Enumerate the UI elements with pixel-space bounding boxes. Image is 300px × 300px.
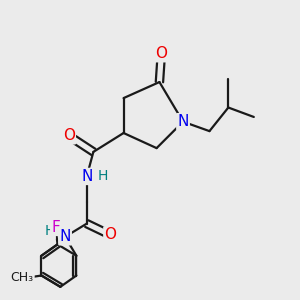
- Text: O: O: [63, 128, 75, 143]
- Text: CH₃: CH₃: [11, 271, 34, 284]
- Text: H: H: [97, 169, 107, 183]
- Text: F: F: [51, 220, 60, 235]
- Text: N: N: [81, 169, 92, 184]
- Text: H: H: [44, 224, 55, 238]
- Text: N: N: [59, 229, 71, 244]
- Text: N: N: [177, 114, 189, 129]
- Text: O: O: [155, 46, 167, 61]
- Text: O: O: [104, 227, 116, 242]
